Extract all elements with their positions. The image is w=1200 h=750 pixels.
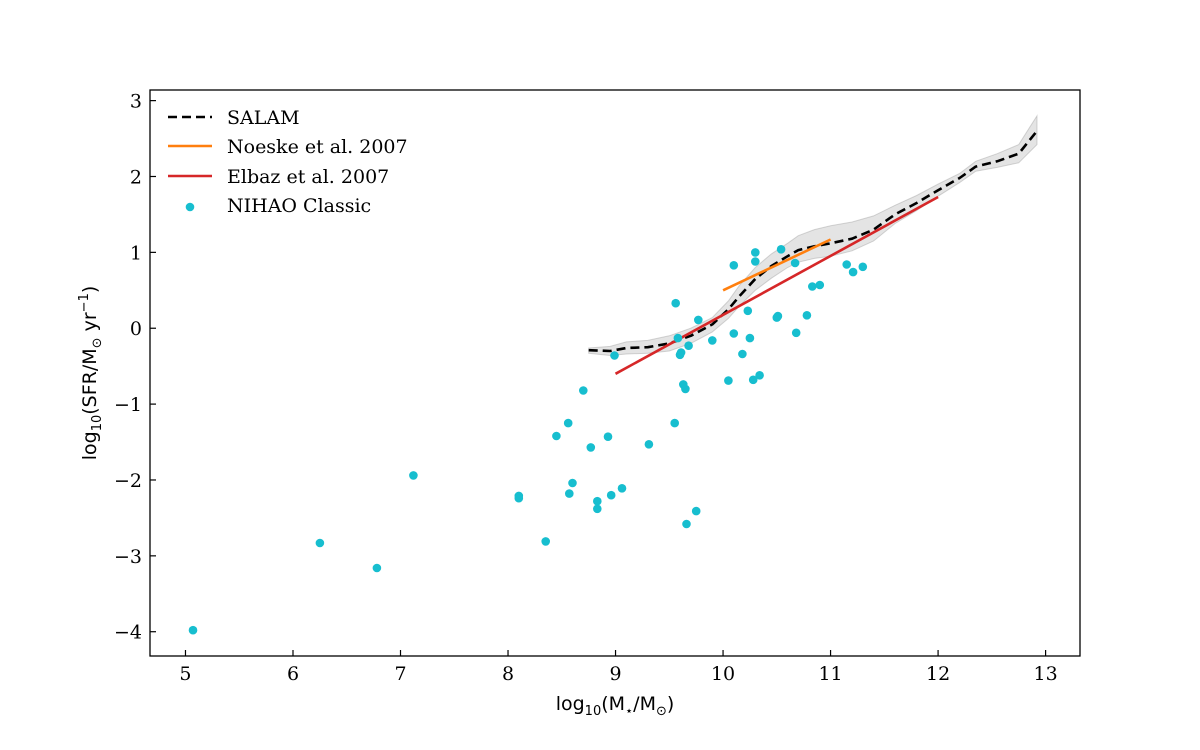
legend: SALAM Noeske et al. 2007 Elbaz et al. 20… <box>168 107 408 217</box>
legend-label-nihao: NIHAO Classic <box>227 195 371 217</box>
data-point <box>751 248 760 257</box>
x-tick-label: 12 <box>926 663 950 685</box>
data-point <box>776 245 786 254</box>
data-point <box>708 336 717 345</box>
data-point <box>673 333 683 343</box>
data-point <box>372 563 382 573</box>
data-point <box>593 496 602 506</box>
data-point <box>671 298 680 308</box>
data-point <box>815 280 825 290</box>
legend-label-noeske: Noeske et al. 2007 <box>227 136 408 158</box>
data-point <box>848 267 858 277</box>
data-point <box>568 478 577 488</box>
data-point <box>188 625 198 635</box>
data-point <box>541 537 550 546</box>
data-point <box>802 311 812 320</box>
legend-label-salam: SALAM <box>227 107 300 129</box>
data-point <box>315 538 325 548</box>
data-point <box>682 519 691 529</box>
y-tick-label: −1 <box>114 394 142 416</box>
data-point <box>808 282 817 291</box>
data-point <box>729 261 739 270</box>
data-point <box>586 443 596 452</box>
data-point <box>565 489 574 498</box>
y-tick-label: −2 <box>114 470 142 492</box>
data-point <box>409 471 418 480</box>
line-series <box>588 130 1039 375</box>
data-point <box>579 386 588 395</box>
y-tick-label: 2 <box>130 166 142 188</box>
data-point <box>606 490 616 500</box>
data-point <box>644 440 654 449</box>
data-point <box>676 348 686 357</box>
data-point <box>552 431 561 441</box>
x-tick-label: 9 <box>609 663 621 685</box>
data-point <box>791 328 801 338</box>
y-axis-ticks: −4 −3 −2 −1 0 1 2 3 <box>114 91 156 644</box>
data-point <box>755 371 764 380</box>
y-tick-label: 3 <box>130 91 142 113</box>
x-tick-label: 8 <box>502 663 514 685</box>
data-point <box>670 418 679 428</box>
data-point <box>617 484 627 493</box>
x-tick-label: 10 <box>711 663 735 685</box>
data-point <box>694 315 703 325</box>
data-point <box>745 333 755 343</box>
y-tick-label: 1 <box>130 242 142 264</box>
legend-swatch-nihao <box>185 202 195 212</box>
series-line-1 <box>722 238 832 292</box>
data-point <box>593 504 602 514</box>
y-tick-label: 0 <box>130 318 142 340</box>
data-point <box>748 375 758 385</box>
data-point <box>724 376 733 385</box>
data-point <box>563 418 573 428</box>
data-point <box>603 432 613 442</box>
x-tick-label: 13 <box>1034 663 1058 685</box>
series-line-0 <box>588 130 1039 353</box>
data-point <box>610 351 619 360</box>
legend-label-elbaz: Elbaz et al. 2007 <box>227 166 389 188</box>
data-point <box>738 349 747 359</box>
x-axis-ticks: 5 6 7 8 9 10 11 12 13 <box>179 650 1058 685</box>
data-point <box>751 257 760 266</box>
data-point <box>858 262 868 272</box>
plot-area <box>188 114 1039 635</box>
data-point <box>842 260 851 269</box>
x-axis-label: log10(M⋆/M⊙) <box>556 693 675 719</box>
salam-uncertainty-band <box>588 114 1038 357</box>
x-tick-label: 11 <box>818 663 842 685</box>
data-point <box>743 306 753 316</box>
data-point <box>514 493 524 503</box>
data-point <box>790 258 800 268</box>
x-tick-label: 6 <box>287 663 299 685</box>
scatter-series <box>188 245 868 635</box>
x-tick-label: 5 <box>179 663 191 685</box>
data-point <box>684 341 693 351</box>
data-point <box>691 506 701 516</box>
y-tick-label: −3 <box>114 546 142 568</box>
data-point <box>773 311 783 321</box>
y-axis-label: log10(SFR/M⊙ yr−1) <box>77 286 105 461</box>
x-tick-label: 7 <box>394 663 406 685</box>
series-line-2 <box>614 195 939 375</box>
y-tick-label: −4 <box>114 622 142 644</box>
data-point <box>729 329 739 338</box>
data-point <box>681 384 690 394</box>
